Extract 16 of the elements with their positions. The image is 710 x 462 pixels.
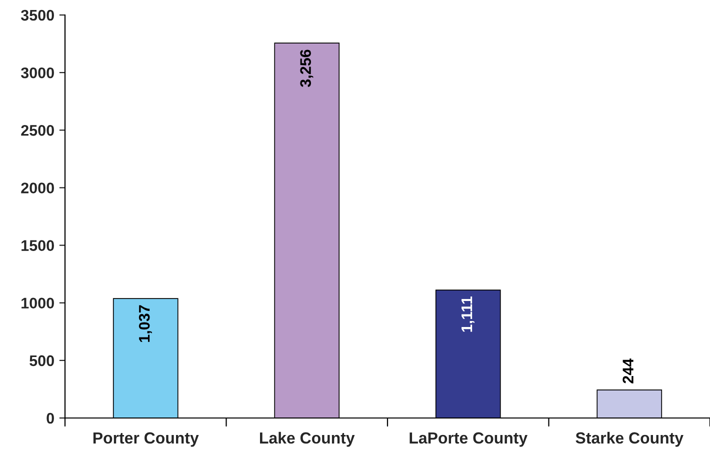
y-tick-label: 2000: [21, 182, 54, 194]
x-tick-label: Lake County: [260, 432, 355, 447]
data-label: 3,256: [300, 50, 314, 88]
y-tick-label: 1000: [22, 298, 54, 309]
y-tick-label: 2500: [21, 125, 54, 136]
x-tick-label: Starke County: [576, 432, 684, 447]
y-tick-label: 0: [46, 412, 54, 424]
y-tick-label: 3000: [20, 67, 54, 78]
data-label: 1,037: [138, 305, 152, 342]
data-label: 1,111: [462, 296, 474, 332]
data-label: 244: [622, 358, 634, 384]
x-tick-label: LaPorte County: [410, 432, 528, 447]
x-tick-label: Porter County: [93, 432, 199, 447]
y-tick-label: 1500: [22, 240, 54, 251]
y-tick-label: 500: [30, 355, 54, 366]
y-tick-label: 3500: [20, 10, 54, 21]
